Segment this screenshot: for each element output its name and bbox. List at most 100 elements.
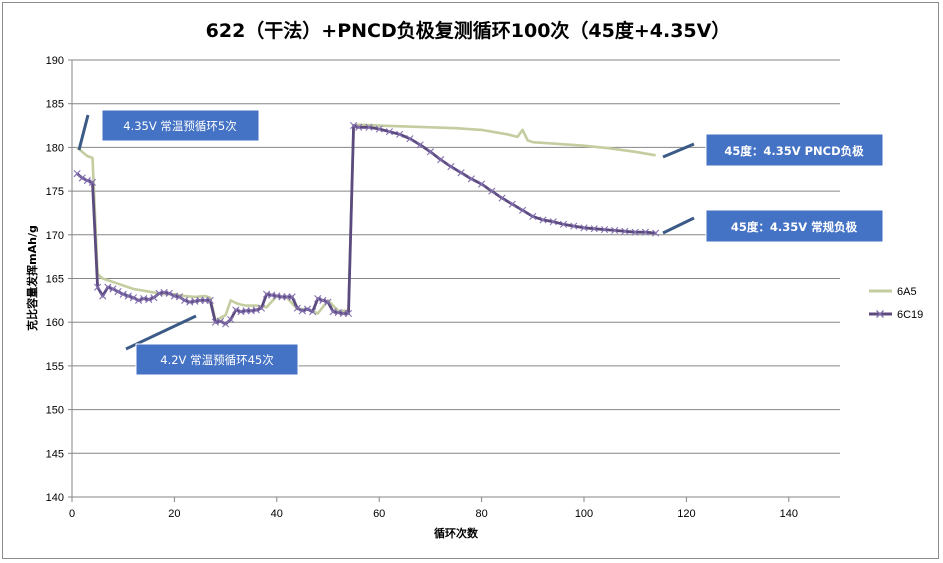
series-layer [73,121,660,328]
annotation-text: 4.2V 常温预循环45次 [160,353,274,367]
data-point-6c19 [227,315,235,324]
data-point-6c19 [175,293,184,301]
x-tick-label: 60 [373,508,385,520]
y-tick-label: 185 [46,99,64,111]
series-line-6a5 [76,123,656,322]
legend-label-6a5: 6A5 [897,286,917,298]
data-point-6c19 [600,225,609,234]
y-tick-label: 180 [46,142,64,154]
data-point-6c19 [621,227,629,235]
x-tick-labels: 0 20 40 60 80 100 120 140 [69,508,798,520]
data-point-6c19 [252,306,260,314]
data-point-6c19 [324,298,332,306]
annotation-text: 4.35V 常温预循环5次 [123,119,237,133]
data-point-6c19 [288,293,296,301]
data-point-6c19 [165,289,173,297]
x-tick-label: 0 [69,508,75,520]
data-point-6c19 [350,121,358,130]
x-tick-label: 80 [475,508,487,520]
data-point-6c19 [278,293,286,301]
y-tick-label: 175 [46,186,64,198]
data-point-6c19 [114,288,122,296]
data-point-6c19 [119,290,127,298]
data-point-6c19 [94,283,102,291]
data-point-6c19 [416,141,424,149]
data-point-6c19 [355,123,363,131]
data-point-6c19 [283,293,291,301]
y-tick-label: 165 [46,274,64,286]
data-point-6c19 [344,309,353,318]
x-tick-label: 100 [575,508,593,520]
data-point-6c19 [109,285,117,293]
data-point-6c19 [83,177,91,185]
y-tick-label: 150 [46,405,64,417]
data-point-6c19 [99,292,107,300]
legend-marker-6c19 [876,310,884,318]
data-point-6c19 [467,175,475,183]
data-point-6c19 [590,225,598,233]
annotation-leader [662,142,695,159]
data-point-6c19 [396,130,404,138]
y-tick-label: 145 [46,448,64,460]
data-point-6c19 [293,304,301,312]
annotation-box [135,343,299,376]
data-point-6c19 [652,229,660,237]
data-point-6c19 [298,307,306,315]
legend: 6A5 6C19 [869,286,923,321]
data-point-6c19 [129,294,138,302]
y-tick-label: 170 [46,230,64,242]
data-point-6c19 [314,295,322,303]
annotation-pncd: 45度：4.35V PNCD负极 [662,133,884,167]
y-tick-label: 190 [46,55,64,67]
data-point-6c19 [124,292,132,300]
x-tick-label: 20 [168,508,180,520]
annotation-box [101,109,260,142]
data-point-6c19 [570,222,578,230]
data-point-6c19 [488,187,496,195]
data-point-6c19 [529,212,537,221]
data-point-6c19 [201,296,209,304]
data-point-6c19 [375,125,383,133]
data-point-6c19 [134,296,143,304]
annotation-box [705,209,884,243]
data-point-6c19 [539,216,547,224]
data-point-6c19 [181,296,189,304]
annotation-precycle-42: 4.2V 常温预循环45次 [125,314,299,376]
data-point-6c19 [580,224,588,232]
y-axis-label: 克比容量发挥mAh/g [25,225,39,331]
data-point-6c19 [426,148,434,156]
data-point-6c19 [365,123,373,131]
data-point-6c19 [447,163,455,171]
data-point-6c19 [216,317,225,325]
x-tick-label: 140 [780,508,798,520]
x-tick-label: 120 [677,508,695,520]
data-point-6c19 [457,169,465,177]
y-tick-label: 140 [46,492,64,504]
data-point-6c19 [303,305,312,313]
data-point-6c19 [232,306,240,314]
x-axis-label: 循环次数 [434,526,479,540]
y-tick-labels: 140 145 150 155 160 165 170 175 180 185 190 [46,55,64,504]
data-point-6c19 [339,309,347,318]
data-point-6c19 [309,308,317,316]
data-point-6c19 [78,174,86,182]
data-point-6c19 [631,228,639,236]
data-point-6c19 [478,180,486,188]
data-point-6c19 [559,220,568,228]
annotation-conventional: 45度：4.35V 常规负极 [662,209,884,243]
data-point-6c19 [611,226,619,235]
data-point-6c19 [549,218,557,226]
legend-label-6c19: 6C19 [897,309,923,321]
annotation-text: 45度：4.35V 常规负极 [731,220,858,234]
data-point-6c19 [145,295,153,304]
data-point-6c19 [242,307,250,315]
annotation-leader [77,114,90,151]
data-point-6c19 [196,296,204,304]
chart-title: 622（干法）+PNCD负极复测循环100次（45度+4.35V） [206,19,731,42]
data-point-6c19 [385,128,394,136]
annotation-text: 45度：4.35V PNCD负极 [724,144,864,158]
data-point-6c19 [406,135,414,143]
data-point-6c19 [88,178,97,186]
